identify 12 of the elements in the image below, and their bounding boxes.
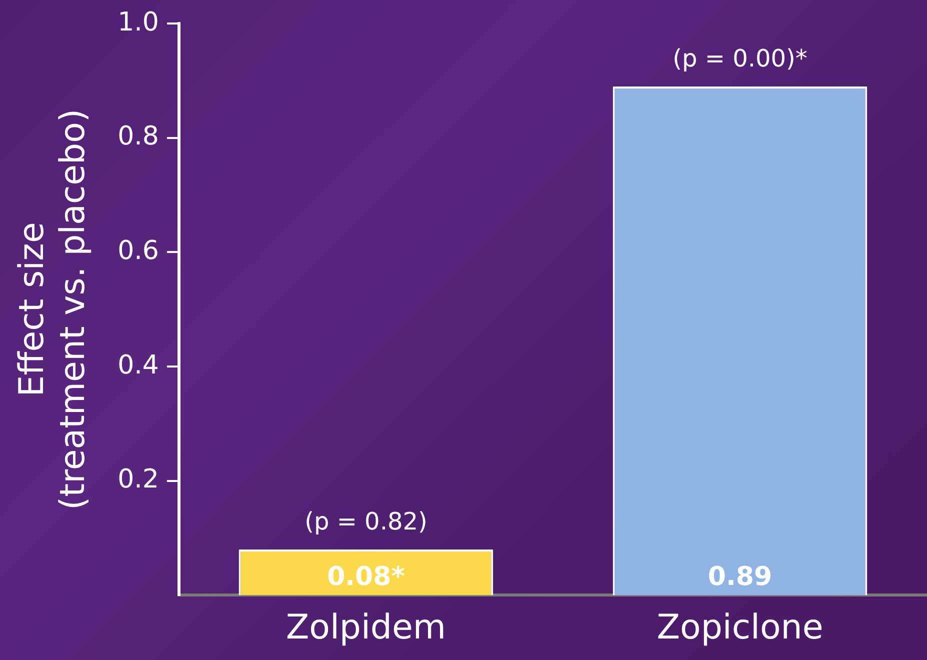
x-tick-label: Zolpidem [286,607,446,648]
annotation: (p = 0.82) [304,508,428,536]
y-tick-label: 0.6 [118,236,159,266]
data-label: 0.89 [708,562,772,592]
annotation: (p = 0.00)* [672,44,808,73]
y-tick-label: 1.0 [118,7,159,38]
x-tick-label: Zopiclone [656,607,824,648]
y-tick-label: 0.2 [118,464,159,495]
y-tick-label: 0.8 [118,122,159,152]
data-label: 0.08* [327,562,406,592]
y-axis-title: Effect size (treatment vs. placebo) [12,108,94,510]
y-tick-label: 0.4 [118,350,159,380]
